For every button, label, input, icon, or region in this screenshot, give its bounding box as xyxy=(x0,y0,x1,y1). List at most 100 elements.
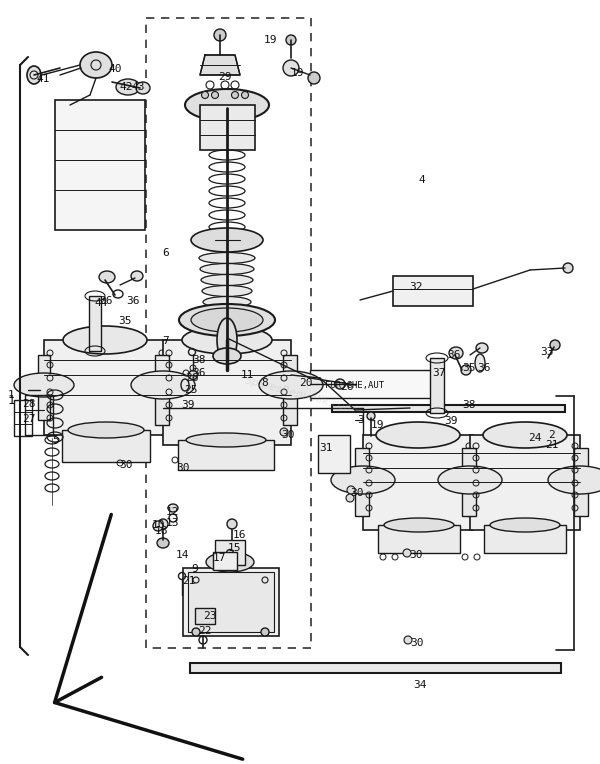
Bar xyxy=(213,552,237,570)
Text: 24: 24 xyxy=(528,433,542,443)
Circle shape xyxy=(241,92,248,99)
Ellipse shape xyxy=(182,326,272,354)
Text: 16: 16 xyxy=(233,530,247,540)
Ellipse shape xyxy=(441,466,505,494)
Ellipse shape xyxy=(63,326,147,354)
Bar xyxy=(393,276,473,306)
Ellipse shape xyxy=(116,79,140,95)
Text: 19: 19 xyxy=(371,420,385,430)
Text: 2: 2 xyxy=(548,430,555,440)
Ellipse shape xyxy=(200,264,254,274)
Ellipse shape xyxy=(217,318,237,362)
Bar xyxy=(200,105,255,150)
Ellipse shape xyxy=(99,271,115,283)
Text: 11: 11 xyxy=(241,370,254,380)
Text: 30: 30 xyxy=(410,638,424,648)
Circle shape xyxy=(403,549,411,557)
Text: 35: 35 xyxy=(462,363,476,373)
Bar xyxy=(14,400,32,436)
Text: 21: 21 xyxy=(182,576,196,586)
Text: 29: 29 xyxy=(218,72,232,82)
Bar xyxy=(55,100,145,230)
Text: 36: 36 xyxy=(447,350,461,360)
Text: 39: 39 xyxy=(181,400,194,410)
Text: 30: 30 xyxy=(281,430,295,440)
Ellipse shape xyxy=(204,307,250,319)
Circle shape xyxy=(280,428,288,436)
Text: 36: 36 xyxy=(99,296,113,306)
Circle shape xyxy=(153,521,163,531)
Bar xyxy=(470,435,580,530)
Text: 19: 19 xyxy=(264,35,277,45)
Ellipse shape xyxy=(202,286,252,296)
Text: 1: 1 xyxy=(8,394,16,407)
Ellipse shape xyxy=(136,82,150,94)
Text: 33: 33 xyxy=(540,347,554,357)
Ellipse shape xyxy=(185,89,269,121)
Ellipse shape xyxy=(308,72,320,84)
Text: 44: 44 xyxy=(94,298,107,308)
Bar xyxy=(484,525,566,553)
Text: 21: 21 xyxy=(545,440,559,450)
Ellipse shape xyxy=(476,343,488,353)
Circle shape xyxy=(404,636,412,644)
Text: 9: 9 xyxy=(191,564,198,574)
Ellipse shape xyxy=(14,373,74,397)
Text: 31: 31 xyxy=(319,443,332,453)
Text: 8: 8 xyxy=(261,378,268,388)
Bar xyxy=(163,340,291,445)
Ellipse shape xyxy=(179,304,275,336)
Text: 30: 30 xyxy=(409,550,422,560)
Ellipse shape xyxy=(548,466,600,494)
Text: 38: 38 xyxy=(192,355,205,365)
Bar xyxy=(62,430,150,462)
Text: 36: 36 xyxy=(192,368,205,378)
Bar xyxy=(146,18,311,648)
Ellipse shape xyxy=(131,371,195,399)
Text: 19: 19 xyxy=(291,68,305,78)
Circle shape xyxy=(367,412,375,420)
Ellipse shape xyxy=(191,308,263,332)
Text: 27: 27 xyxy=(22,414,35,424)
Text: 17: 17 xyxy=(213,553,227,563)
Bar xyxy=(190,663,561,673)
Ellipse shape xyxy=(168,504,178,512)
Ellipse shape xyxy=(213,348,241,364)
Text: 20: 20 xyxy=(299,378,313,388)
Text: 30: 30 xyxy=(119,460,133,470)
Text: 30: 30 xyxy=(176,463,190,473)
Ellipse shape xyxy=(475,354,485,372)
Circle shape xyxy=(158,519,168,529)
Text: 12: 12 xyxy=(166,507,179,517)
Text: 35: 35 xyxy=(118,316,131,326)
Circle shape xyxy=(335,379,345,389)
Text: 10: 10 xyxy=(152,520,166,530)
Text: 37: 37 xyxy=(432,368,445,378)
Text: 14: 14 xyxy=(176,550,190,560)
Text: 23: 23 xyxy=(203,611,217,621)
Ellipse shape xyxy=(191,228,263,252)
Text: 36: 36 xyxy=(126,296,139,306)
Text: 3: 3 xyxy=(357,415,364,425)
Ellipse shape xyxy=(483,422,567,448)
Ellipse shape xyxy=(550,340,560,350)
Bar xyxy=(462,448,476,516)
Text: 1: 1 xyxy=(8,390,15,400)
Ellipse shape xyxy=(283,60,299,76)
Bar xyxy=(188,572,274,632)
Ellipse shape xyxy=(199,252,255,264)
Text: 28: 28 xyxy=(22,399,35,409)
Bar xyxy=(467,448,481,516)
Bar xyxy=(283,355,297,425)
Circle shape xyxy=(188,371,197,380)
Bar xyxy=(430,358,444,413)
Circle shape xyxy=(212,92,218,99)
Circle shape xyxy=(347,486,355,494)
Ellipse shape xyxy=(131,271,143,281)
Text: FOR CHE,AUT: FOR CHE,AUT xyxy=(325,381,384,390)
Bar xyxy=(44,340,166,435)
Bar xyxy=(378,525,460,553)
Bar xyxy=(183,568,279,636)
Ellipse shape xyxy=(376,422,460,448)
Ellipse shape xyxy=(68,422,144,438)
